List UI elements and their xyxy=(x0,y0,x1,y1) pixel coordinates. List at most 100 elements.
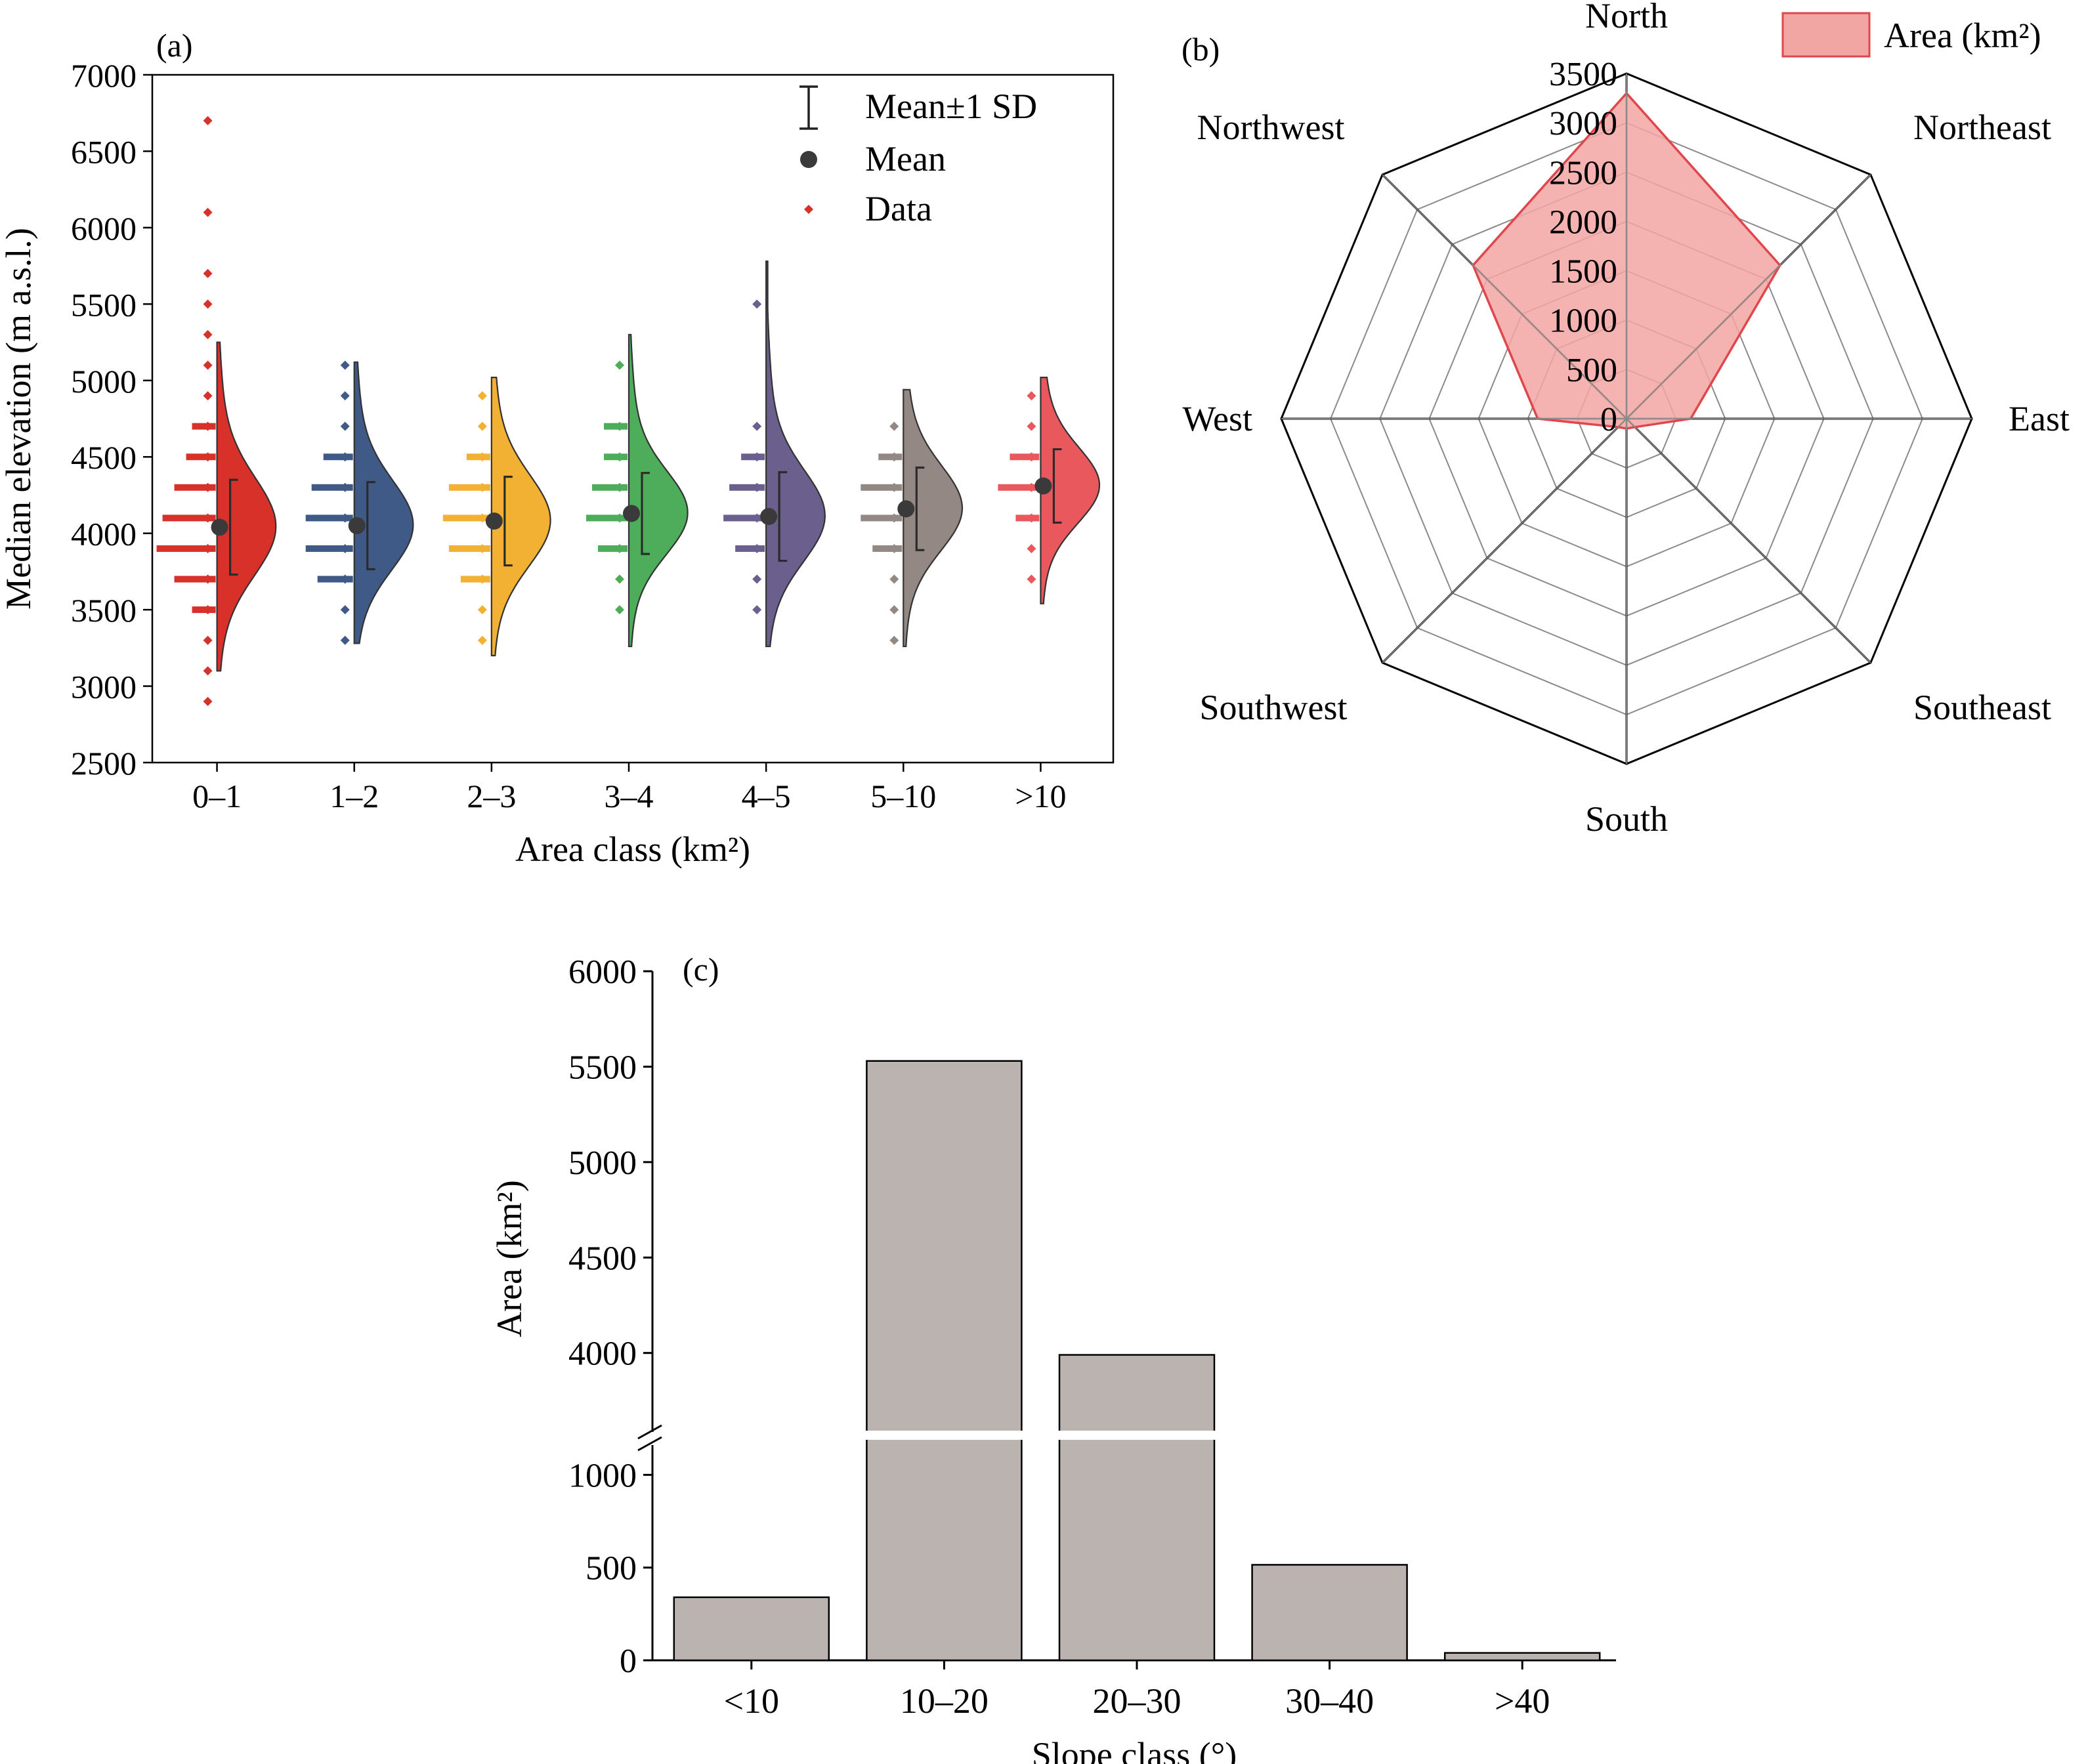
data-point xyxy=(889,452,899,462)
data-point xyxy=(615,421,624,431)
radar-tick-label: 1000 xyxy=(1549,303,1617,340)
data-point xyxy=(203,207,213,217)
y-tick-label: 4000 xyxy=(71,516,137,553)
data-point xyxy=(340,513,350,523)
legend-swatch xyxy=(1781,12,1871,58)
legend-label: Area (km²) xyxy=(1884,16,2041,55)
data-point xyxy=(1027,391,1036,401)
data-point xyxy=(477,482,487,492)
violin-shape xyxy=(903,388,964,648)
y-tick-label: 6500 xyxy=(71,133,137,170)
sd-bracket xyxy=(503,475,513,567)
radar-tick-label: 3000 xyxy=(1549,105,1617,142)
direction-label: South xyxy=(1585,799,1668,839)
y-tick-label: 6000 xyxy=(71,210,137,247)
data-strip xyxy=(861,514,903,522)
data-strip xyxy=(448,484,490,491)
bar xyxy=(1251,1564,1408,1662)
data-point xyxy=(752,482,762,492)
x-tick-label: 4–5 xyxy=(742,778,791,814)
bar xyxy=(673,1596,830,1662)
bar-break-gap xyxy=(1057,1431,1217,1440)
legend-sd-symbol xyxy=(799,85,818,130)
data-point xyxy=(615,605,624,615)
data-point xyxy=(340,360,350,370)
bar-chart-panel: 4000 4500 5000 5500 6000 0 500 1000 <10 10–20 20–3… xyxy=(490,951,1616,1764)
data-point xyxy=(752,543,762,553)
violin-shape xyxy=(765,260,826,648)
y-tick-label: 4500 xyxy=(568,1240,637,1277)
data-point xyxy=(889,635,899,645)
radar-tick-label: 500 xyxy=(1566,352,1617,389)
data-point xyxy=(477,635,487,645)
data-point xyxy=(889,482,899,492)
radar-tick-label: 3500 xyxy=(1549,56,1617,93)
data-point xyxy=(752,421,762,431)
legend-label: Mean xyxy=(865,139,946,178)
data-point xyxy=(203,421,213,431)
data-point xyxy=(477,452,487,462)
mean-dot xyxy=(760,508,778,526)
data-strip xyxy=(729,484,765,491)
bar xyxy=(1443,1652,1601,1662)
data-point xyxy=(477,605,487,615)
direction-label: Southeast xyxy=(1913,688,2051,727)
radar-tick-label: 2000 xyxy=(1549,203,1617,241)
data-point xyxy=(615,482,624,492)
data-strip xyxy=(174,484,216,491)
data-point xyxy=(1027,421,1036,431)
direction-label: Southwest xyxy=(1199,688,1347,727)
legend-data-symbol xyxy=(804,205,813,214)
data-strip xyxy=(448,545,490,552)
data-strip xyxy=(317,576,353,583)
data-point xyxy=(889,574,899,584)
y-axis-label: Median elevation (m a.s.l.) xyxy=(0,228,38,610)
data-point xyxy=(1027,482,1036,492)
direction-label: East xyxy=(2009,399,2070,438)
data-point xyxy=(889,543,899,553)
x-axis-label: Slope class (°) xyxy=(1032,1735,1237,1764)
y-tick-label: 6000 xyxy=(568,954,637,991)
data-point xyxy=(203,513,213,523)
data-strip xyxy=(323,453,353,461)
mean-dot xyxy=(1034,477,1052,495)
data-point xyxy=(340,635,350,645)
x-tick-label: >40 xyxy=(1495,1681,1550,1721)
data-point xyxy=(752,513,762,523)
x-tick-label: 0–1 xyxy=(192,778,242,814)
radar-tick-label: 0 xyxy=(1600,401,1617,438)
mean-dot xyxy=(211,518,228,536)
sd-bracket xyxy=(915,466,925,551)
y-tick-label: 5000 xyxy=(71,363,137,400)
data-strip xyxy=(998,484,1040,491)
y-tick-label: 5500 xyxy=(71,286,137,323)
direction-label: Northeast xyxy=(1913,108,2051,147)
data-point xyxy=(477,574,487,584)
x-tick-label: 10–20 xyxy=(900,1681,989,1721)
data-strip xyxy=(311,484,353,491)
data-point xyxy=(203,543,213,553)
y-tick-label: 500 xyxy=(585,1550,637,1587)
direction-label: Northwest xyxy=(1197,108,1345,147)
data-point xyxy=(477,391,487,401)
y-tick-label: 4500 xyxy=(71,439,137,476)
data-point xyxy=(340,574,350,584)
y-tick-label: 4000 xyxy=(568,1335,637,1373)
data-strip xyxy=(305,514,353,522)
bar-break-gap xyxy=(864,1431,1025,1440)
data-point xyxy=(203,605,213,615)
bar xyxy=(866,1060,1023,1662)
data-point xyxy=(340,543,350,553)
y-tick-label: 0 xyxy=(620,1643,637,1680)
data-strip xyxy=(162,514,216,522)
sd-bracket xyxy=(1052,448,1062,524)
data-strip xyxy=(735,545,765,552)
radar-spoke-overlay xyxy=(1382,174,1627,419)
data-point xyxy=(340,605,350,615)
mean-dot xyxy=(485,513,503,530)
data-point xyxy=(1027,513,1036,523)
legend-mean-symbol xyxy=(800,151,817,168)
radar-spoke-overlay xyxy=(1626,174,1871,419)
x-tick-label: <10 xyxy=(724,1681,779,1721)
